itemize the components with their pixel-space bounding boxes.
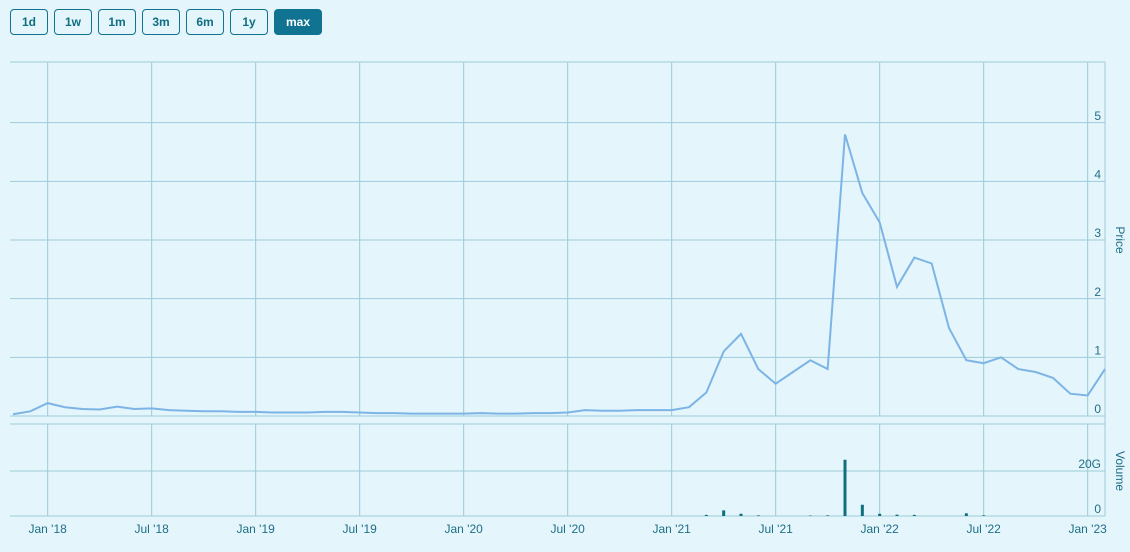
volume-bar: [912, 514, 916, 516]
volume-bar: [843, 459, 847, 516]
x-tick-label: Jan '22: [861, 522, 900, 536]
x-tick-label: Jul '20: [551, 522, 586, 536]
range-button[interactable]: 1y: [230, 9, 268, 35]
x-tick-label: Jan '19: [237, 522, 276, 536]
x-tick-label: Jan '20: [445, 522, 484, 536]
range-button[interactable]: 3m: [142, 9, 180, 35]
range-selector: 1d 1w 1m 3m 6m 1y max: [10, 9, 322, 35]
volume-bar: [722, 510, 726, 516]
volume-bar: [704, 514, 708, 516]
range-button[interactable]: max: [274, 9, 322, 35]
volume-bar: [860, 504, 864, 516]
volume-bar: [895, 514, 899, 516]
range-button[interactable]: 6m: [186, 9, 224, 35]
y-tick-label: 0: [1094, 502, 1101, 516]
volume-bar: [982, 515, 986, 516]
range-button[interactable]: 1d: [10, 9, 48, 35]
range-button[interactable]: 1m: [98, 9, 136, 35]
y-tick-label: 0: [1094, 402, 1101, 416]
y-tick-label: 5: [1094, 109, 1101, 123]
price-line: [12, 134, 1106, 416]
volume-bar: [739, 513, 743, 516]
y-tick-label: 20G: [1078, 457, 1101, 471]
axis-title: Price: [1113, 226, 1127, 254]
x-tick-label: Jul '21: [759, 522, 794, 536]
y-tick-label: 2: [1094, 285, 1101, 299]
x-tick-label: Jul '18: [135, 522, 170, 536]
y-tick-label: 1: [1094, 344, 1101, 358]
axis-title: Volume: [1113, 451, 1127, 491]
y-tick-label: 4: [1094, 168, 1101, 182]
volume-bar: [756, 515, 760, 516]
x-tick-label: Jul '19: [343, 522, 378, 536]
range-button[interactable]: 1w: [54, 9, 92, 35]
volume-bar: [826, 515, 830, 516]
x-tick-label: Jul '22: [967, 522, 1002, 536]
volume-bar: [964, 513, 968, 516]
x-tick-label: Jan '23: [1069, 522, 1108, 536]
x-tick-label: Jan '18: [29, 522, 68, 536]
x-tick-label: Jan '21: [653, 522, 692, 536]
y-tick-label: 3: [1094, 226, 1101, 240]
volume-bar: [878, 513, 882, 516]
